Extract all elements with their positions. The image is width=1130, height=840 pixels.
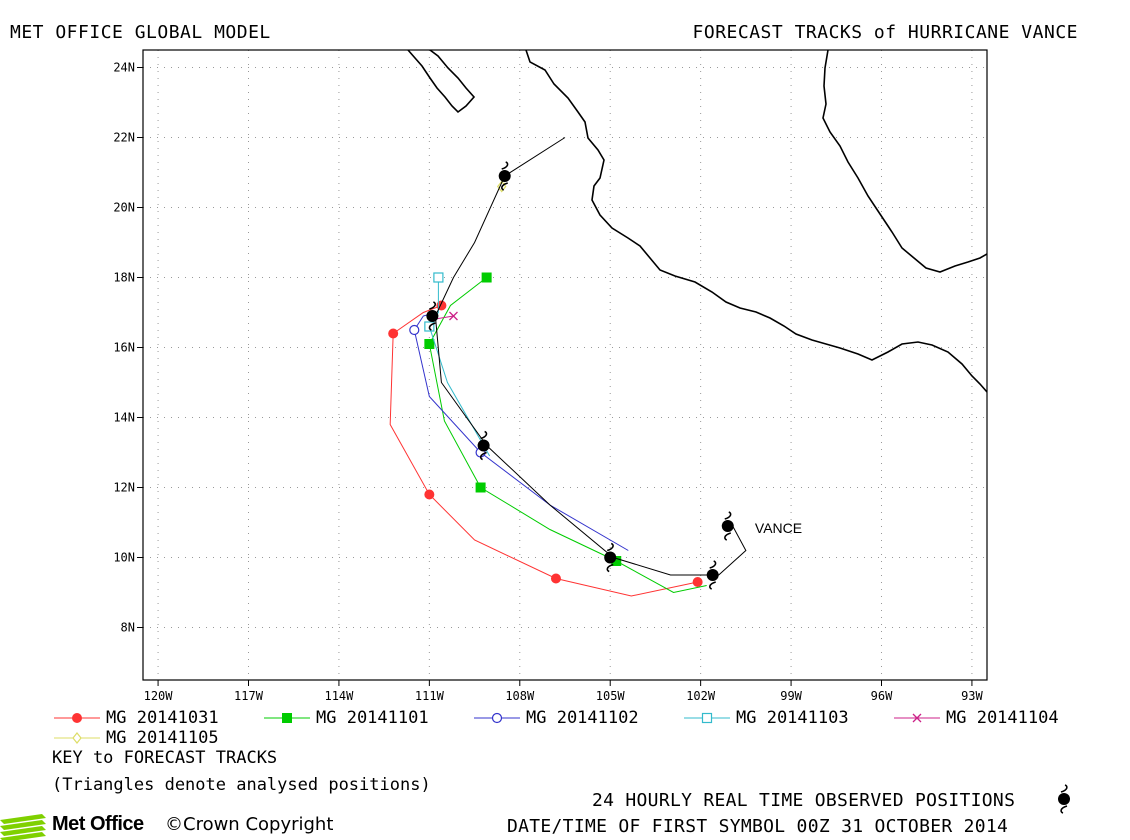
- legend-label: MG 20141102: [526, 708, 639, 728]
- met-office-logo: Met Office ©Crown Copyright: [0, 812, 380, 840]
- y-tick-label: 10N: [113, 551, 135, 565]
- first-symbol-datetime: DATE/TIME OF FIRST SYMBOL 00Z 31 OCTOBER…: [507, 816, 1009, 837]
- y-tick-label: 8N: [121, 621, 135, 635]
- met-office-logo-text: Met Office: [52, 813, 144, 835]
- key-title: KEY to FORECAST TRACKS: [52, 748, 278, 768]
- legend-swatch-marker: [72, 732, 82, 744]
- track-line-mg-20141101: [428, 277, 707, 594]
- legend-swatch: [894, 713, 940, 723]
- met-office-logo-icon: [0, 814, 46, 840]
- key-note: (Triangles denote analysed positions): [52, 775, 431, 795]
- track-marker-mg-20141031: [388, 328, 399, 339]
- track-marker-mg-20141031: [550, 573, 561, 584]
- track-marker-mg-20141101: [611, 556, 622, 566]
- legend-swatch-marker: [701, 712, 713, 724]
- legend-label: MG 20141104: [946, 708, 1059, 728]
- gulf-coastline: [822, 50, 987, 273]
- legend-swatch-marker: [72, 713, 82, 723]
- x-tick-label: 99W: [780, 689, 802, 700]
- track-marker-mg-20141031: [424, 489, 435, 500]
- mexico-coastline: [525, 50, 987, 393]
- legend-swatch: [54, 713, 100, 723]
- legend-swatch: [54, 732, 100, 744]
- grid: [143, 50, 987, 680]
- y-tick-label: 20N: [113, 201, 135, 215]
- model-title: MET OFFICE GLOBAL MODEL: [10, 22, 271, 43]
- copyright: ©Crown Copyright: [165, 814, 333, 835]
- x-tick-label: 114W: [324, 689, 354, 700]
- copyright-symbol: ©: [165, 814, 183, 835]
- track-line-observed: [434, 137, 747, 576]
- y-tick-label: 14N: [113, 411, 135, 425]
- track-marker-mg-20141103: [433, 272, 444, 283]
- copyright-text: Crown Copyright: [183, 814, 334, 835]
- track-marker-mg-20141101: [424, 339, 435, 349]
- legend-swatch: [264, 713, 310, 723]
- track-marker-mg-20141102: [409, 324, 420, 336]
- x-tick-label: 102W: [686, 689, 716, 700]
- legend-swatch-marker: [912, 713, 922, 723]
- legend-label: MG 20141105: [106, 728, 219, 748]
- map-frame: [142, 49, 988, 681]
- track-marker-observed: [720, 511, 735, 541]
- legend-swatch: [684, 712, 730, 724]
- track-marker-mg-20141101: [475, 482, 486, 493]
- y-tick-label: 22N: [113, 131, 135, 145]
- track-map: VANCE 120W 117W 114W 111W 108W 105W 102W 99W 96W…: [113, 49, 988, 701]
- x-tick-label: 108W: [505, 689, 535, 700]
- storm-label: VANCE: [755, 520, 802, 536]
- track-marker-observed: [705, 560, 720, 590]
- y-tick-label: 24N: [113, 61, 135, 75]
- legend-label: MG 20141031: [106, 708, 219, 728]
- legend-swatch-marker: [491, 712, 503, 724]
- observed-track: [425, 137, 747, 590]
- legend-label: MG 20141101: [316, 708, 429, 728]
- y-tick-label: 18N: [113, 271, 135, 285]
- coastline: [407, 50, 987, 393]
- x-tick-label: 105W: [596, 689, 626, 700]
- hurricane-icon: [1057, 784, 1071, 814]
- x-tick-label: 96W: [871, 689, 893, 700]
- legend-swatch: [474, 712, 520, 724]
- x-tick-label: 93W: [961, 689, 983, 700]
- legend-swatch-marker: [282, 713, 292, 723]
- track-marker-mg-20141104: [449, 311, 458, 321]
- axis-ticks: 120W 117W 114W 111W 108W 105W 102W 99W 96W 93W 8N 1…: [113, 61, 983, 701]
- x-tick-label: 111W: [415, 689, 445, 700]
- chart-title: FORECAST TRACKS of HURRICANE VANCE: [692, 22, 1078, 43]
- y-tick-label: 12N: [113, 481, 135, 495]
- track-line-mg-20141102: [413, 312, 629, 551]
- x-tick-label: 117W: [234, 689, 264, 700]
- track-marker-mg-20141101: [481, 272, 492, 283]
- baja-coastline: [407, 50, 476, 114]
- x-tick-label: 120W: [144, 689, 174, 700]
- y-tick-label: 16N: [113, 341, 135, 355]
- observed-positions-note: 24 HOURLY REAL TIME OBSERVED POSITIONS: [592, 790, 1016, 811]
- legend-label: MG 20141103: [736, 708, 849, 728]
- forecast-tracks: [388, 180, 707, 597]
- track-marker-mg-20141031: [692, 577, 703, 587]
